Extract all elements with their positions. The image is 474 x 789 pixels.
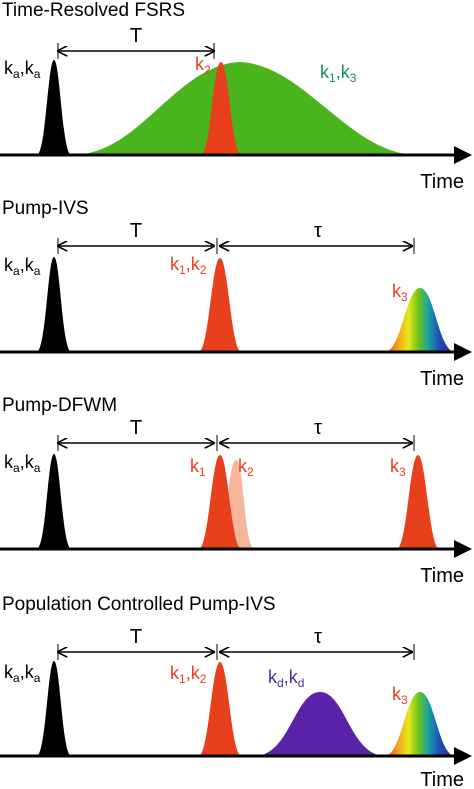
pulse-rainbow [386, 288, 454, 352]
broad-pulse-green [72, 62, 418, 155]
pulse-black [37, 60, 71, 155]
pulse-label-ka-ka: ka,ka [4, 662, 41, 685]
pulse-label-kd-kd: kd,kd [268, 667, 304, 690]
pulse-label-ka-ka: ka,ka [4, 255, 41, 278]
panel-title: Time-Resolved FSRS [2, 0, 185, 21]
pulse-label-k1-k2: k1,k2 [170, 254, 207, 277]
pulse-label-k2: k2 [238, 456, 254, 479]
interval-label-tau: τ [314, 220, 322, 242]
time-axis-label: Time [420, 368, 464, 390]
pulse-red [199, 258, 241, 352]
interval-label-t: T [130, 220, 142, 242]
panel-title: Population Controlled Pump-IVS [2, 594, 276, 615]
pulse-red [201, 62, 241, 155]
interval-label-t: T [130, 626, 142, 648]
interval-label-tau: τ [314, 626, 322, 648]
pulse-red [199, 455, 241, 549]
pulse-label-ka-ka: ka,ka [4, 58, 41, 81]
pulse-black [37, 454, 71, 549]
panel-population-controlled-pump-ivs: Population Controlled Pump-IVS T τ ka,ka… [0, 594, 472, 789]
broad-pulse-purple [256, 692, 384, 756]
pulse-black [37, 257, 71, 352]
time-axis-arrowhead [454, 343, 472, 361]
time-axis-label: Time [420, 171, 464, 193]
pulse-label-k3: k3 [392, 684, 408, 707]
panel-title: Pump-IVS [2, 198, 89, 219]
panel-pump-dfwm: Pump-DFWM T τ ka,ka k1 k2 k3 Time [0, 395, 472, 587]
interval-label-t: T [130, 417, 142, 439]
pulse-label-k3: k3 [390, 456, 406, 479]
time-axis-label: Time [420, 565, 464, 587]
interval-label-tau: τ [314, 417, 322, 439]
time-axis-arrowhead [454, 146, 472, 164]
pulse-red [199, 662, 241, 756]
pulse-label-k3: k3 [392, 281, 408, 304]
pulse-rainbow [386, 692, 454, 756]
pulse-label-k1-k2: k1,k2 [170, 663, 207, 686]
pulse-label-k1-k3: k1,k3 [320, 62, 357, 85]
pulse-red-probe [397, 455, 439, 549]
pulse-black [37, 661, 71, 756]
pulse-label-k1: k1 [190, 456, 206, 479]
interval-label-t: T [130, 25, 142, 47]
panel-title: Pump-DFWM [2, 395, 117, 416]
pulse-label-ka-ka: ka,ka [4, 452, 41, 475]
pulse-label-k2: k2 [195, 54, 211, 77]
panel-pump-ivs: Pump-IVS T τ ka,ka k1,k2 k3 Time [0, 198, 472, 390]
time-axis-label: Time [420, 769, 464, 789]
panel-time-resolved-fsrs: Time-Resolved FSRS T ka,ka k2 k1,k3 Time [0, 0, 472, 193]
time-axis-arrowhead [454, 540, 472, 558]
time-axis-arrowhead [454, 747, 472, 765]
